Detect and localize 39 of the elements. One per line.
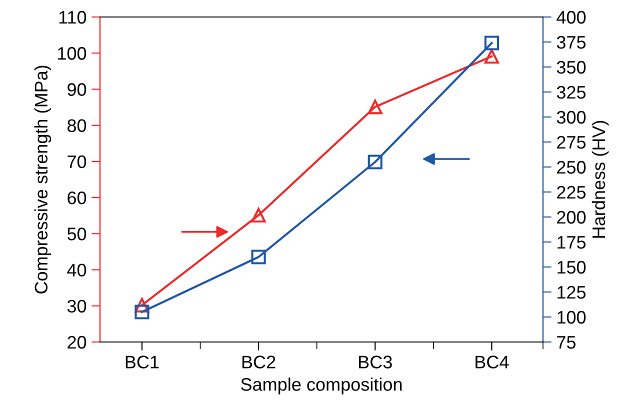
y-tick-label: 100 — [58, 47, 86, 60]
x-tick-label: BC2 — [242, 356, 276, 368]
y-tick-label: 70 — [68, 155, 86, 168]
point — [484, 49, 499, 64]
y2-tick-label: 200 — [557, 210, 586, 224]
y2-tick-label: 150 — [558, 260, 586, 274]
point — [134, 304, 150, 320]
y2-tick-label: 225 — [557, 186, 586, 199]
y-tick-label: 90 — [68, 83, 86, 96]
y2-tick-label: 375 — [556, 36, 586, 49]
y2-tick-label: 100 — [558, 310, 586, 324]
y2-tick-label: 275 — [557, 136, 586, 149]
y-tick-label: 40 — [67, 264, 86, 276]
y-tick-label: 60 — [68, 191, 86, 204]
point — [134, 298, 150, 312]
y-tick-label: 30 — [67, 300, 86, 313]
y2-tick-label: 350 — [556, 60, 586, 74]
point — [251, 250, 266, 264]
x-axis-title: Sample composition — [241, 378, 402, 394]
point — [484, 36, 499, 50]
y2-tick-label: 400 — [556, 10, 586, 24]
y-tick-label: 110 — [59, 10, 86, 24]
x-tick-label: BC1 — [126, 356, 159, 368]
y-tick-label: 80 — [68, 119, 86, 132]
x-tick-label: BC3 — [359, 356, 392, 368]
y2-tick-label: 250 — [557, 160, 586, 174]
y-tick-label: 20 — [68, 336, 86, 349]
y-tick-label: 50 — [67, 228, 86, 240]
x-tick-label: BC4 — [476, 356, 509, 368]
y2-tick-label: 325 — [556, 86, 586, 99]
point — [368, 100, 382, 114]
y-axis-title: Compressive strength (MPa) — [34, 66, 52, 294]
y2-tick-label: 300 — [556, 110, 586, 124]
y2-tick-label: 75 — [557, 336, 576, 349]
y2-tick-label: 175 — [558, 236, 586, 249]
y2-tick-label: 125 — [558, 286, 586, 299]
point — [368, 154, 382, 170]
point — [251, 208, 266, 223]
y2-axis-title: Hardness (HV) — [592, 120, 609, 238]
